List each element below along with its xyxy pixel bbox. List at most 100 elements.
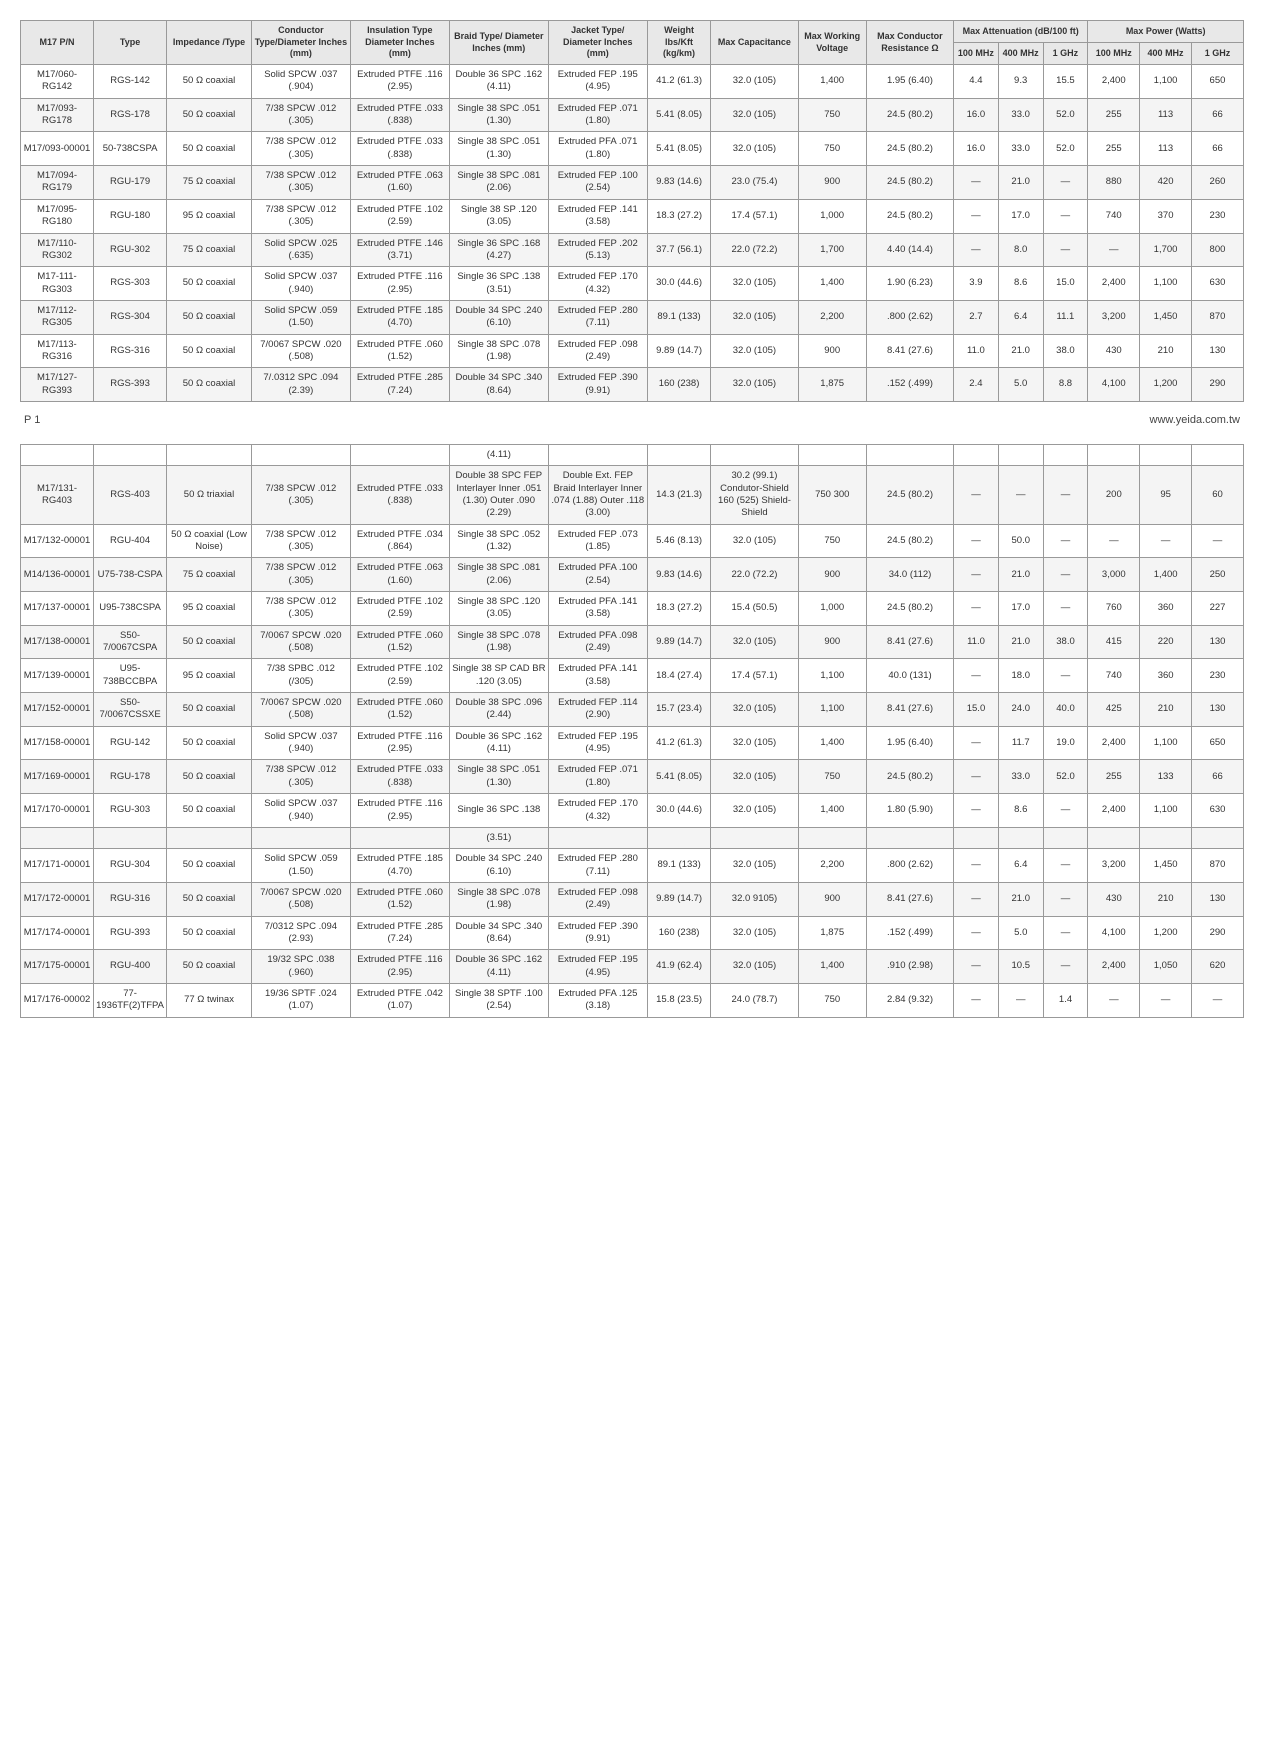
table-cell <box>167 827 252 848</box>
table-cell: 32.0 (105) <box>711 916 798 950</box>
table-cell: — <box>1192 983 1244 1017</box>
hdr-pn: M17 P/N <box>21 21 94 65</box>
table-cell: 11.0 <box>954 334 999 368</box>
table-cell <box>1140 827 1192 848</box>
table-cell: Solid SPCW .037 (.940) <box>251 726 350 760</box>
table-cell <box>1043 444 1088 465</box>
table-cell: 290 <box>1192 916 1244 950</box>
table-cell: 113 <box>1140 132 1192 166</box>
table-cell: 5.41 (8.05) <box>647 760 711 794</box>
table-cell: 230 <box>1192 659 1244 693</box>
table-row: M17/172-00001RGU-31650 Ω coaxial7/0067 S… <box>21 882 1244 916</box>
table-cell: 50 Ω coaxial <box>167 132 252 166</box>
table-cell: 9.3 <box>998 65 1043 99</box>
table-cell: 60 <box>1192 466 1244 524</box>
table-row: M17/095-RG180RGU-18095 Ω coaxial7/38 SPC… <box>21 199 1244 233</box>
table-cell: RGS-403 <box>94 466 167 524</box>
table-cell: 50 Ω coaxial <box>167 760 252 794</box>
table-cell: M17/170-00001 <box>21 794 94 828</box>
table-cell: — <box>1088 524 1140 558</box>
table-cell: 1,100 <box>1140 65 1192 99</box>
table-cell <box>94 444 167 465</box>
table-cell: 870 <box>1192 849 1244 883</box>
table-cell <box>548 827 647 848</box>
table-cell: 32.0 (105) <box>711 524 798 558</box>
table-cell: 9.83 (14.6) <box>647 558 711 592</box>
table-cell: — <box>954 794 999 828</box>
table-cell: 50 Ω coaxial <box>167 916 252 950</box>
table-cell: 16.0 <box>954 98 999 132</box>
page-number: P 1 <box>24 414 40 426</box>
table-cell: Double 36 SPC .162 (4.11) <box>449 65 548 99</box>
table-cell: 1,450 <box>1140 300 1192 334</box>
table-row: (3.51) <box>21 827 1244 848</box>
table-cell: U95-738BCCBPA <box>94 659 167 693</box>
hdr-att-1g: 1 GHz <box>1043 43 1088 65</box>
table-cell: .152 (.499) <box>866 916 953 950</box>
table-cell: 8.41 (27.6) <box>866 625 953 659</box>
table-cell: Extruded PTFE .185 (4.70) <box>350 849 449 883</box>
table-cell: 7/38 SPCW .012 (.305) <box>251 466 350 524</box>
table-cell: 1.95 (6.40) <box>866 65 953 99</box>
hdr-voltage: Max Working Voltage <box>798 21 866 65</box>
table-cell: 18.3 (27.2) <box>647 592 711 626</box>
table-cell: 22.0 (72.2) <box>711 558 798 592</box>
table-cell: 8.6 <box>998 794 1043 828</box>
table-cell: 16.0 <box>954 132 999 166</box>
table-cell: 50 Ω coaxial <box>167 693 252 727</box>
table-cell: Extruded FEP .195 (4.95) <box>548 950 647 984</box>
table-cell: .152 (.499) <box>866 368 953 402</box>
table-cell: 260 <box>1191 166 1243 200</box>
table-cell: M17-111-RG303 <box>21 267 94 301</box>
table-cell: 7/38 SPCW .012 (.305) <box>251 98 350 132</box>
table-cell <box>1140 444 1192 465</box>
table-cell <box>1192 827 1244 848</box>
table-cell: 17.4 (57.1) <box>711 659 798 693</box>
table-row: M17/113-RG316RGS-31650 Ω coaxial7/0067 S… <box>21 334 1244 368</box>
table-cell: Extruded FEP .170 (4.32) <box>548 267 647 301</box>
table-cell: — <box>1043 166 1088 200</box>
table-cell <box>1192 444 1244 465</box>
table-cell: M17/093-RG178 <box>21 98 94 132</box>
table-cell: Extruded FEP .098 (2.49) <box>548 882 647 916</box>
table-cell: Extruded PTFE .060 (1.52) <box>350 334 449 368</box>
table-cell: Extruded FEP .170 (4.32) <box>548 794 647 828</box>
table-cell: 5.0 <box>998 916 1043 950</box>
table-cell: 900 <box>798 166 866 200</box>
table-cell: Double 38 SPC .096 (2.44) <box>449 693 548 727</box>
table-cell: — <box>1043 233 1088 267</box>
table-cell: Solid SPCW .025 (.635) <box>251 233 350 267</box>
table-cell: — <box>954 916 999 950</box>
table-cell: 1.80 (5.90) <box>866 794 953 828</box>
table-cell: 52.0 <box>1043 132 1088 166</box>
table-cell: — <box>1192 524 1244 558</box>
table-cell: M17/094-RG179 <box>21 166 94 200</box>
table-cell: M17/171-00001 <box>21 849 94 883</box>
table-cell: Single 38 SPC .051 (1.30) <box>449 760 548 794</box>
table-cell: 24.5 (80.2) <box>866 132 953 166</box>
table-cell: 7/38 SPCW .012 (.305) <box>251 132 350 166</box>
table-cell: Extruded PFA .125 (3.18) <box>548 983 647 1017</box>
table-cell: — <box>1088 983 1140 1017</box>
table-cell: 4.4 <box>954 65 999 99</box>
table-cell: RGS-303 <box>94 267 167 301</box>
table-row: M17/170-00001RGU-30350 Ω coaxialSolid SP… <box>21 794 1244 828</box>
table-cell: 2,400 <box>1088 65 1140 99</box>
table-cell: 900 <box>798 558 866 592</box>
table-cell: 6.4 <box>998 300 1043 334</box>
page-footer: P 1 www.yeida.com.tw <box>24 414 1240 426</box>
table-cell: Extruded FEP .114 (2.90) <box>548 693 647 727</box>
hdr-att-group: Max Attenuation (dB/100 ft) <box>954 21 1088 43</box>
table-cell: — <box>954 760 999 794</box>
table-cell: Extruded PFA .071 (1.80) <box>548 132 647 166</box>
table-cell: 24.5 (80.2) <box>866 98 953 132</box>
table-cell: 19/36 SPTF .024 (1.07) <box>251 983 350 1017</box>
hdr-capacitance: Max Capacitance <box>711 21 798 65</box>
table-cell: Single 38 SPC .081 (2.06) <box>449 558 548 592</box>
table-cell: 1,100 <box>798 659 866 693</box>
table-cell: 37.7 (56.1) <box>647 233 711 267</box>
table-cell: Extruded FEP .141 (3.58) <box>548 199 647 233</box>
table-cell: RGU-316 <box>94 882 167 916</box>
hdr-pwr-1g: 1 GHz <box>1191 43 1243 65</box>
table-cell: 18.4 (27.4) <box>647 659 711 693</box>
